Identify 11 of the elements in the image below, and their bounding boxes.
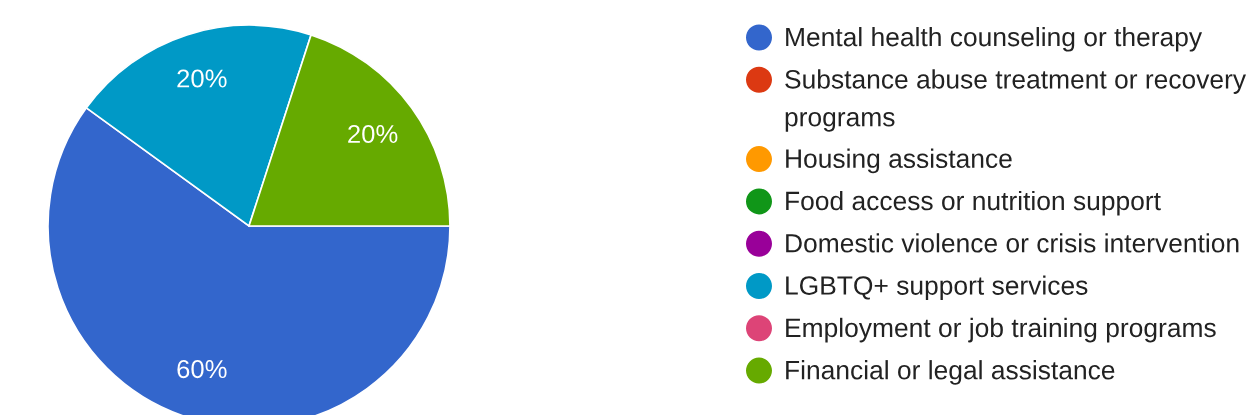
data-label: 20% [177, 69, 227, 88]
legend-label: Mental health counseling or therapy [786, 27, 1203, 52]
legend-label: LGBTQ+ support services [786, 275, 1088, 301]
legend-label: Substance abuse treatment or recovery programs [785, 69, 1246, 132]
legend-label: Financial or legal assistance [786, 360, 1115, 385]
legend-label: Employment or job training programs [786, 317, 1216, 343]
legend-label: Food access or nutrition support [786, 190, 1161, 216]
legend-label: Domestic violence or crisis intervention [786, 233, 1239, 253]
legend-label: Housing assistance [786, 148, 1012, 174]
data-label: 60% [177, 359, 227, 379]
data-label: 20% [348, 124, 398, 144]
